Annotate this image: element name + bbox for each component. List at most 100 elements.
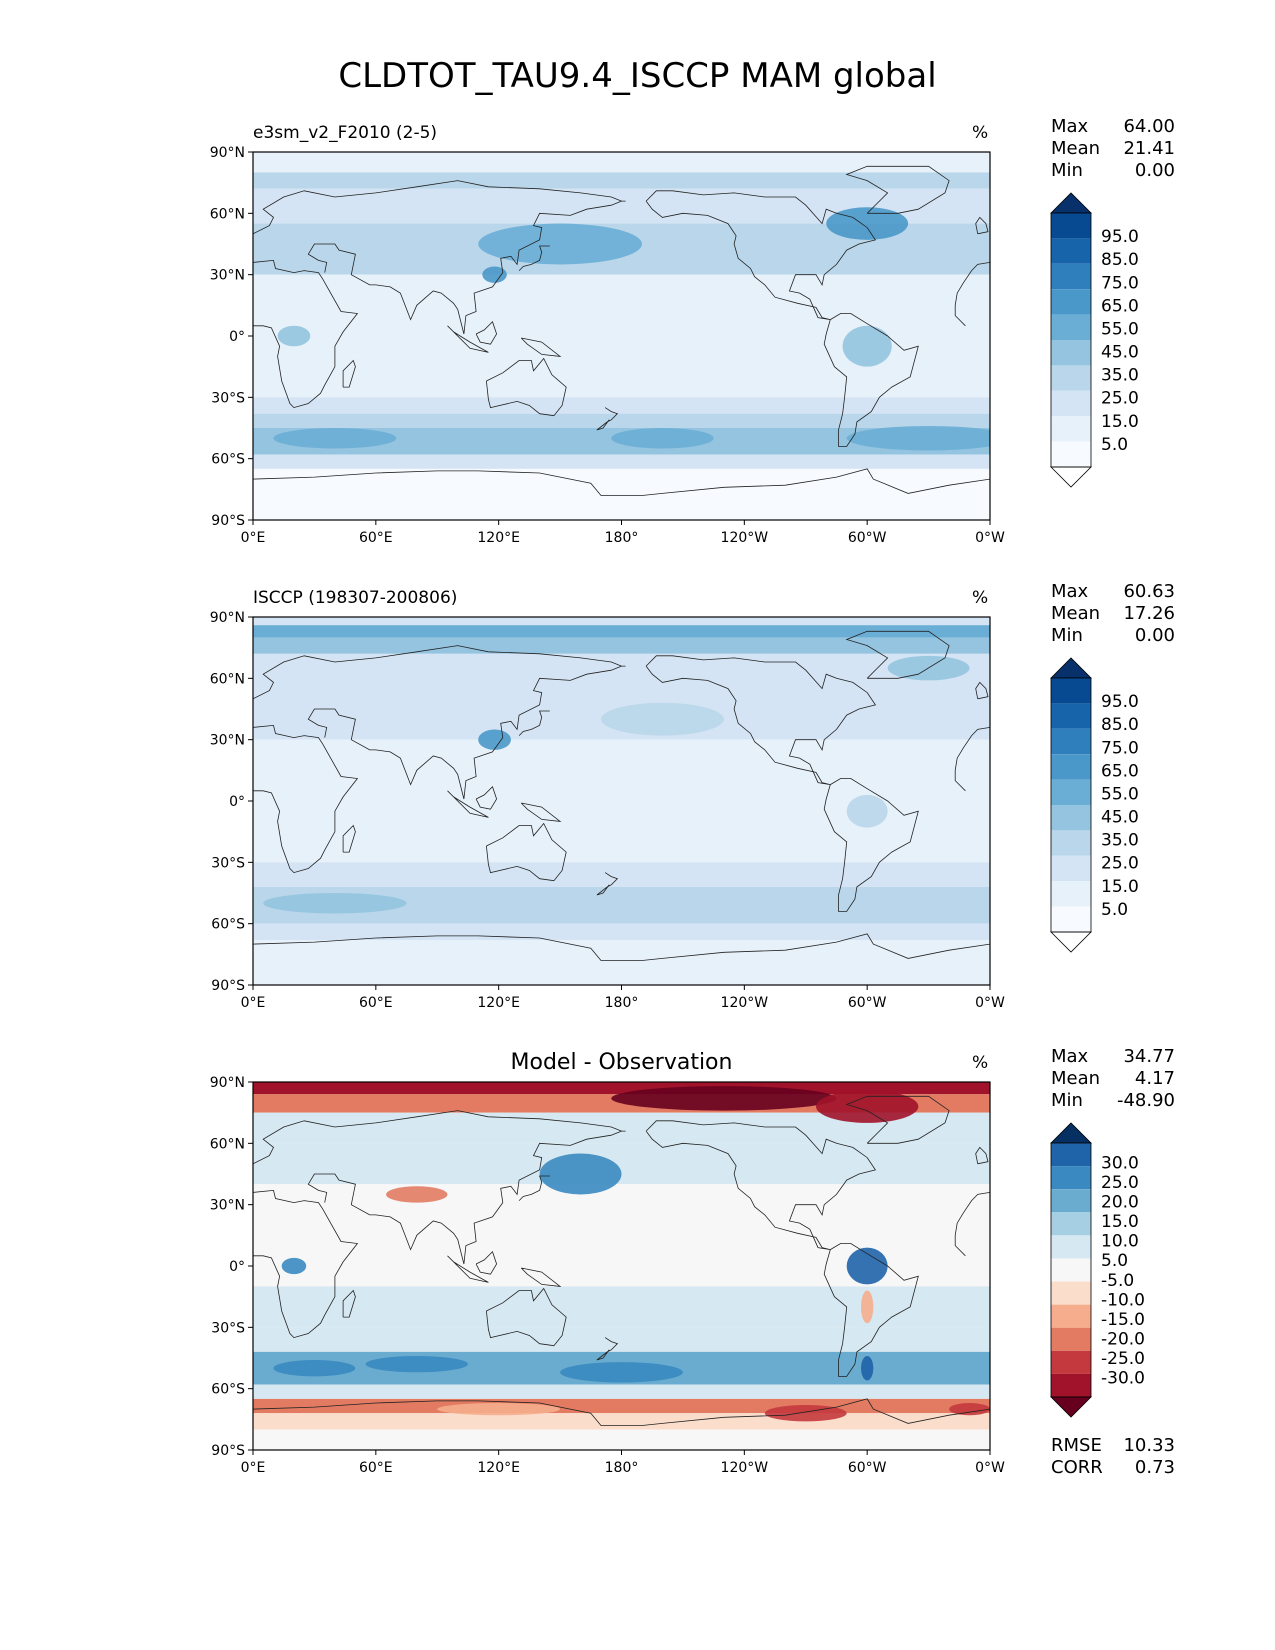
field-blob: [560, 1362, 683, 1383]
colorbar-segment: [1051, 1235, 1091, 1259]
field-blob: [611, 428, 714, 449]
mean-value: 17.26: [1123, 603, 1175, 624]
lat-tick-label: 60°S: [211, 1382, 245, 1398]
lon-tick-label: 120°W: [721, 995, 769, 1011]
field-band: [253, 397, 990, 414]
lon-tick-label: 60°W: [848, 530, 887, 546]
field-blob: [281, 1257, 307, 1275]
colorbar: 30.025.020.015.010.05.0-5.0-10.0-15.0-20…: [1050, 1122, 1145, 1418]
coastline: [475, 320, 498, 345]
colorbar-segment: [1051, 1143, 1091, 1167]
coastline: [342, 359, 356, 388]
coastline: [307, 200, 622, 335]
field-blob: [949, 1402, 990, 1416]
corr-value: 0.73: [1134, 1457, 1175, 1478]
field-blob: [273, 1360, 356, 1377]
colorbar-segment: [1051, 1327, 1091, 1351]
field-blob: [846, 794, 888, 828]
field-band: [253, 1143, 990, 1185]
field-band: [253, 739, 990, 781]
coastline: [845, 1095, 950, 1144]
lon-tick-label: 120°E: [477, 995, 520, 1011]
colorbar-tick-label: 95.0: [1101, 227, 1139, 247]
panel-diff: Model - Observation % Max 34.77 Mean 4.1…: [0, 930, 1275, 1478]
panel-title: Model - Observation: [510, 1050, 733, 1075]
colorbar-segment: [1051, 1304, 1091, 1328]
coastline: [975, 1146, 989, 1165]
rmse-label: RMSE: [1051, 1435, 1102, 1456]
colorbar-tick-label: 35.0: [1101, 831, 1139, 851]
lat-tick-label: 30°N: [210, 733, 245, 749]
field-band: [253, 274, 990, 316]
colorbar-segment: [1051, 289, 1091, 315]
coastline: [253, 259, 359, 409]
colorbar-tick-label: 65.0: [1101, 761, 1139, 781]
colorbar-segment: [1051, 830, 1091, 856]
min-value: 0.00: [1134, 160, 1175, 181]
colorbar-segment: [1051, 263, 1091, 290]
lat-tick-label: 30°S: [211, 1320, 245, 1336]
field-band: [253, 1398, 990, 1414]
field-blob: [478, 223, 642, 265]
colorbar-tick-label: 35.0: [1101, 366, 1139, 386]
field-band: [253, 653, 990, 689]
colorbar-arrow-top: [1050, 657, 1092, 679]
lat-tick-label: 60°N: [210, 206, 245, 222]
colorbar-tick-label: 15.0: [1101, 1212, 1139, 1232]
units-label: %: [972, 123, 989, 143]
colorbar-segment: [1051, 754, 1091, 780]
colorbar-segment: [1051, 213, 1091, 239]
field-band: [253, 625, 990, 638]
field-blob: [263, 893, 407, 914]
rmse-value: 10.33: [1123, 1435, 1175, 1456]
lon-tick-label: 0°W: [975, 995, 1005, 1011]
colorbar-segment: [1051, 1212, 1091, 1236]
field-band: [253, 499, 990, 520]
lon-tick-label: 120°W: [721, 1460, 769, 1476]
colorbar-segment: [1051, 728, 1091, 755]
field-band: [253, 413, 990, 428]
colorbar-tick-label: -10.0: [1101, 1290, 1145, 1310]
field-blob: [846, 425, 990, 451]
lon-tick-label: 60°E: [359, 530, 393, 546]
lon-tick-label: 0°E: [241, 995, 266, 1011]
max-label: Max: [1051, 116, 1089, 137]
colorbar-tick-label: 30.0: [1101, 1154, 1139, 1174]
field-blob: [611, 1086, 837, 1111]
panel-test: e3sm_v2_F2010 (2-5) % Max 64.00 Mean 21.…: [0, 0, 1275, 546]
coastline: [520, 1267, 562, 1287]
coastline: [447, 325, 489, 353]
field-blob: [861, 1290, 874, 1324]
field-band: [253, 1286, 990, 1328]
coastline: [520, 802, 562, 822]
field-band: [253, 862, 990, 887]
lat-tick-label: 90°S: [211, 978, 245, 994]
field-band: [253, 1184, 990, 1246]
coastline: [342, 824, 356, 853]
field-band: [253, 821, 990, 863]
coastline: [975, 681, 989, 700]
colorbar-segment: [1051, 1258, 1091, 1282]
coastline: [475, 785, 498, 810]
colorbar-segment: [1051, 1350, 1091, 1374]
max-label: Max: [1051, 581, 1089, 602]
field-band: [253, 1413, 990, 1430]
lat-tick-label: 90°S: [211, 1443, 245, 1459]
figure-title: CLDTOT_TAU9.4_ISCCP MAM global: [338, 56, 937, 96]
lat-tick-label: 60°S: [211, 452, 245, 468]
colorbar-segment: [1051, 779, 1091, 805]
field-blob: [539, 1153, 622, 1195]
field-band: [253, 468, 990, 500]
coastline: [253, 1110, 626, 1165]
lat-tick-label: 30°N: [210, 268, 245, 284]
field-band: [253, 637, 990, 654]
field-band: [253, 1327, 990, 1352]
field-band: [253, 617, 990, 626]
min-label: Min: [1051, 625, 1083, 646]
colorbar-tick-label: 45.0: [1101, 343, 1139, 363]
colorbar-tick-label: 5.0: [1101, 435, 1128, 455]
colorbar-tick-label: -25.0: [1101, 1349, 1145, 1369]
panel-title: e3sm_v2_F2010 (2-5): [253, 123, 438, 143]
colorbar-segment: [1051, 1166, 1091, 1190]
lon-tick-label: 60°E: [359, 995, 393, 1011]
